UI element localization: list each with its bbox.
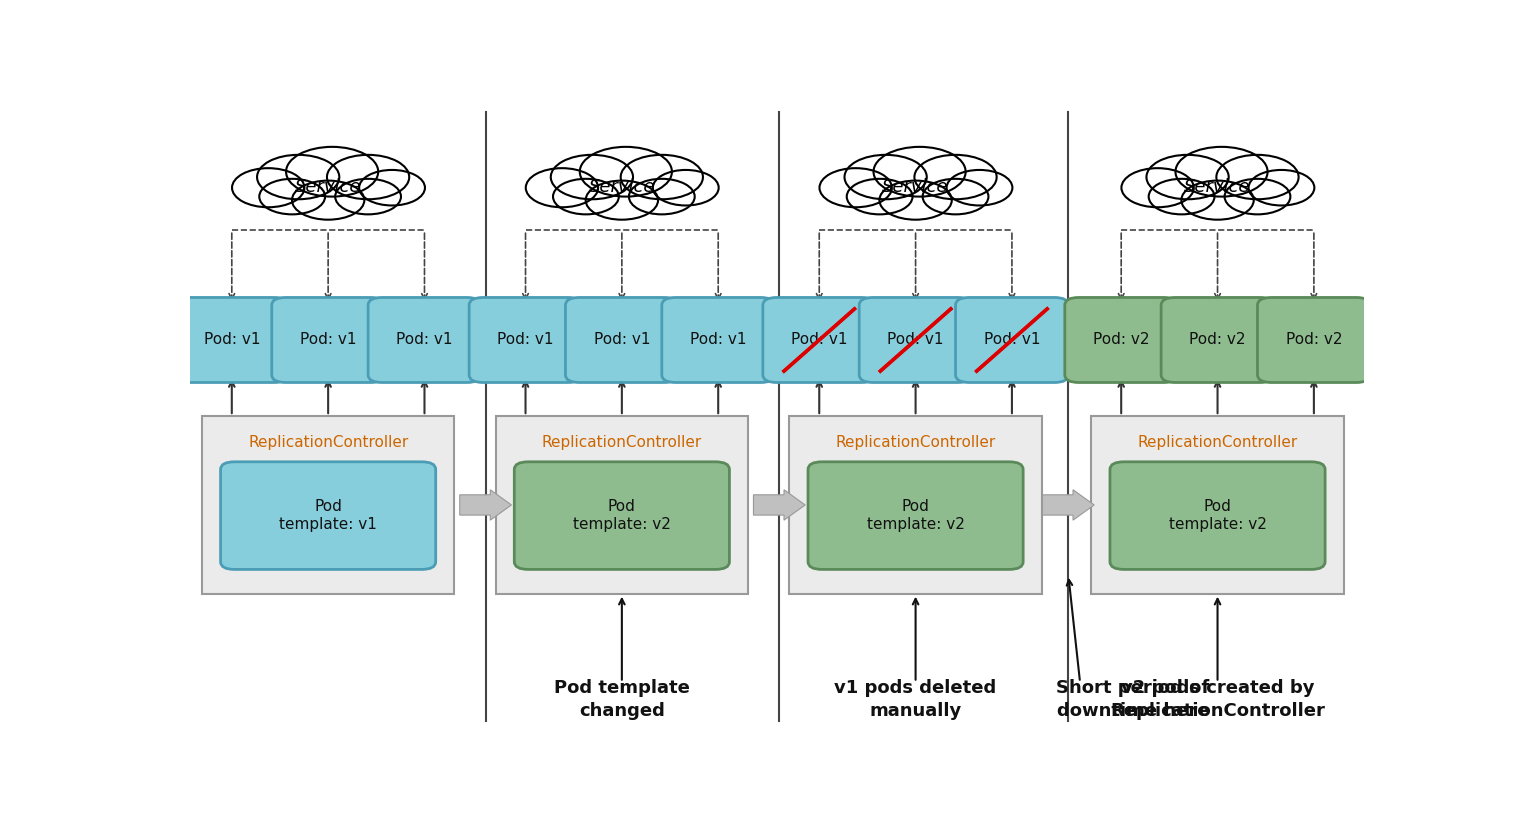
Circle shape <box>258 155 340 199</box>
FancyArrow shape <box>459 489 511 520</box>
FancyBboxPatch shape <box>763 297 876 382</box>
Text: Pod: v2: Pod: v2 <box>1093 332 1149 348</box>
FancyBboxPatch shape <box>220 461 435 569</box>
Circle shape <box>873 147 966 197</box>
Text: Pod: v1: Pod: v1 <box>887 332 944 348</box>
Circle shape <box>629 179 694 214</box>
Circle shape <box>914 155 996 199</box>
Text: Pod: v1: Pod: v1 <box>690 332 746 348</box>
Circle shape <box>620 155 703 199</box>
Circle shape <box>1216 155 1299 199</box>
Circle shape <box>1181 180 1254 220</box>
Circle shape <box>579 147 672 197</box>
FancyBboxPatch shape <box>790 416 1041 594</box>
Text: Pod: v1: Pod: v1 <box>984 332 1040 348</box>
FancyBboxPatch shape <box>271 297 385 382</box>
FancyBboxPatch shape <box>1257 297 1370 382</box>
Circle shape <box>1149 179 1214 214</box>
Text: Pod: v1: Pod: v1 <box>396 332 453 348</box>
Circle shape <box>879 180 952 220</box>
Text: Pod: v1: Pod: v1 <box>203 332 261 348</box>
Circle shape <box>359 170 424 205</box>
Text: Pod: v2: Pod: v2 <box>1286 332 1342 348</box>
FancyBboxPatch shape <box>662 297 775 382</box>
FancyBboxPatch shape <box>840 174 991 208</box>
FancyBboxPatch shape <box>1142 174 1293 208</box>
Circle shape <box>847 179 913 214</box>
Text: Pod: v1: Pod: v1 <box>791 332 847 348</box>
Text: v1 pods deleted
manually: v1 pods deleted manually <box>834 680 996 719</box>
Circle shape <box>232 168 305 208</box>
Text: Service: Service <box>296 178 361 196</box>
Circle shape <box>923 179 988 214</box>
Text: Service: Service <box>588 178 655 196</box>
Circle shape <box>1175 147 1267 197</box>
FancyBboxPatch shape <box>514 461 729 569</box>
FancyBboxPatch shape <box>496 416 749 594</box>
Circle shape <box>653 170 719 205</box>
FancyBboxPatch shape <box>176 297 288 382</box>
Circle shape <box>293 180 364 220</box>
Circle shape <box>327 155 409 199</box>
FancyBboxPatch shape <box>955 297 1069 382</box>
Circle shape <box>1249 170 1314 205</box>
Circle shape <box>1146 155 1228 199</box>
FancyBboxPatch shape <box>252 174 403 208</box>
FancyBboxPatch shape <box>202 416 455 594</box>
Circle shape <box>335 179 400 214</box>
Text: Short period of
downtime here: Short period of downtime here <box>1057 680 1210 719</box>
Text: ReplicationController: ReplicationController <box>249 435 408 450</box>
Circle shape <box>1122 168 1193 208</box>
Text: Pod: v1: Pod: v1 <box>300 332 356 348</box>
Circle shape <box>844 155 926 199</box>
FancyArrow shape <box>1043 489 1095 520</box>
Text: v2 pods created by
ReplicationController: v2 pods created by ReplicationController <box>1110 680 1325 719</box>
Circle shape <box>585 180 658 220</box>
Text: ReplicationController: ReplicationController <box>835 435 996 450</box>
FancyBboxPatch shape <box>368 297 481 382</box>
Circle shape <box>526 168 599 208</box>
Text: Pod: v1: Pod: v1 <box>594 332 650 348</box>
Circle shape <box>259 179 324 214</box>
FancyArrow shape <box>753 489 805 520</box>
Circle shape <box>946 170 1013 205</box>
Circle shape <box>820 168 891 208</box>
FancyBboxPatch shape <box>1110 461 1325 569</box>
FancyBboxPatch shape <box>808 461 1023 569</box>
FancyBboxPatch shape <box>1161 297 1273 382</box>
Circle shape <box>550 155 634 199</box>
Circle shape <box>287 147 377 197</box>
FancyBboxPatch shape <box>1092 416 1343 594</box>
FancyBboxPatch shape <box>565 297 678 382</box>
Text: Pod
template: v2: Pod template: v2 <box>573 499 670 531</box>
FancyBboxPatch shape <box>468 297 582 382</box>
FancyBboxPatch shape <box>546 174 697 208</box>
Circle shape <box>1225 179 1290 214</box>
Text: Service: Service <box>882 178 949 196</box>
Text: Pod
template: v1: Pod template: v1 <box>279 499 377 531</box>
FancyBboxPatch shape <box>860 297 972 382</box>
FancyBboxPatch shape <box>1064 297 1178 382</box>
Text: ReplicationController: ReplicationController <box>1137 435 1298 450</box>
Text: Pod: v2: Pod: v2 <box>1189 332 1246 348</box>
Circle shape <box>553 179 619 214</box>
Text: Service: Service <box>1184 178 1251 196</box>
Text: Pod
template: v2: Pod template: v2 <box>1169 499 1266 531</box>
Text: ReplicationController: ReplicationController <box>541 435 702 450</box>
Text: Pod
template: v2: Pod template: v2 <box>867 499 964 531</box>
Text: Pod: v1: Pod: v1 <box>497 332 553 348</box>
Text: Pod template
changed: Pod template changed <box>553 680 690 719</box>
